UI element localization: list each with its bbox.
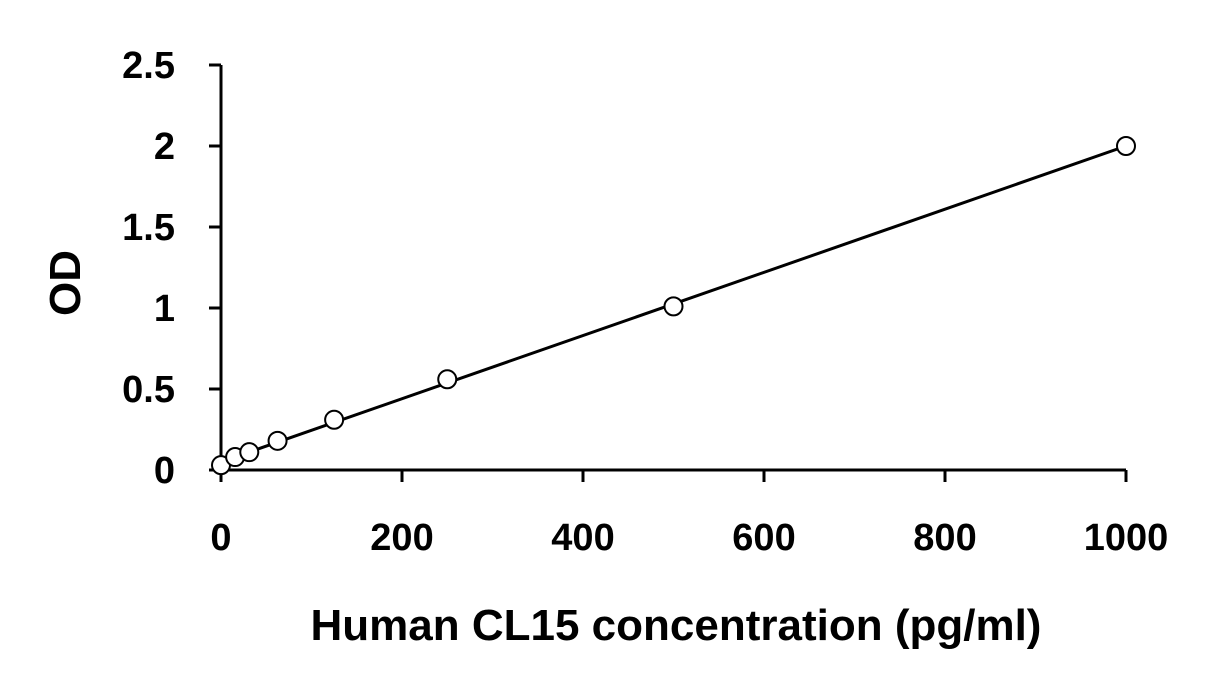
data-point bbox=[1116, 136, 1136, 156]
ticks bbox=[209, 63, 1128, 482]
x-tick-label: 1000 bbox=[1084, 517, 1169, 559]
x-tick-label: 800 bbox=[913, 517, 976, 559]
axes bbox=[219, 65, 1126, 472]
y-tick-label: 1.5 bbox=[122, 207, 175, 249]
data-point bbox=[663, 296, 684, 317]
data-point bbox=[267, 430, 288, 451]
y-tick-label: 0.5 bbox=[122, 369, 175, 411]
y-tick-label: 0 bbox=[154, 450, 175, 492]
x-tick-label: 400 bbox=[551, 517, 614, 559]
y-axis-title: OD bbox=[41, 250, 90, 316]
x-tick-label: 200 bbox=[370, 517, 433, 559]
data-point bbox=[324, 409, 345, 430]
y-tick-label: 2 bbox=[154, 126, 175, 168]
data-point bbox=[437, 369, 458, 390]
x-tick-label: 0 bbox=[210, 517, 231, 559]
x-axis-title: Human CL15 concentration (pg/ml) bbox=[311, 601, 1042, 650]
tick-labels: 0 0.5 1 1.5 2 2.5 0 200 400 600 800 1000 bbox=[122, 45, 1168, 559]
y-tick-label: 2.5 bbox=[122, 45, 175, 87]
x-tick-label: 600 bbox=[732, 517, 795, 559]
data-points bbox=[211, 136, 1136, 476]
data-point bbox=[239, 442, 260, 463]
y-tick-label: 1 bbox=[154, 288, 175, 330]
